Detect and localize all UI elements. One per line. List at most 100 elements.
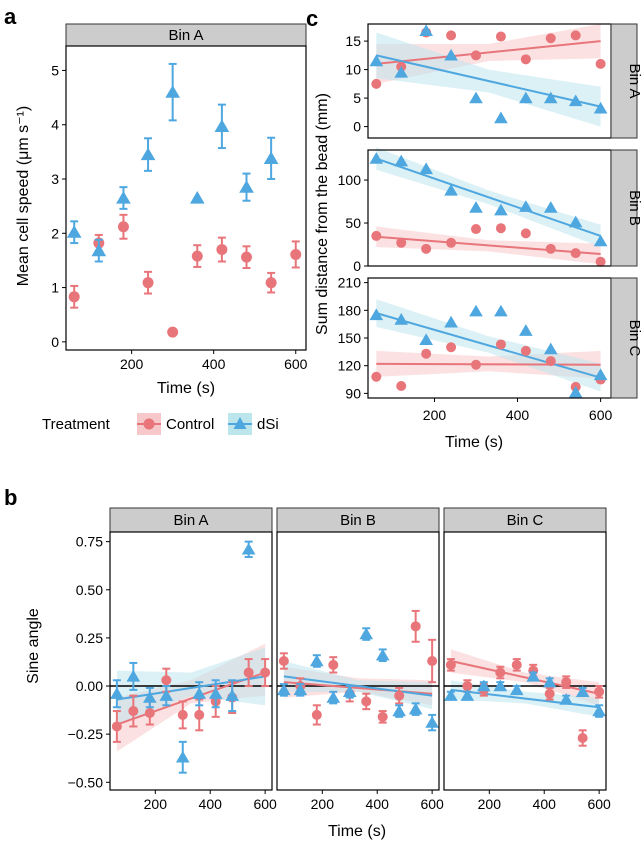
y-axis-ticks: 0 1 2 3 4 5 — [51, 62, 66, 350]
x-axis-ticks: 200 400 600 — [120, 350, 308, 372]
panel-c: Bin A 0 5 10 15 Bin B 0 50 100 Bin C 90 120 150 180 21… — [314, 23, 643, 451]
y-tick-label: 5 — [51, 62, 59, 78]
y-tick-label: −0.25 — [68, 726, 104, 742]
data-point-dsi — [189, 191, 205, 204]
data-point-control — [216, 244, 228, 256]
data-point-control — [328, 659, 339, 670]
data-point-dsi — [494, 203, 508, 216]
x-tick-label: 400 — [199, 796, 223, 812]
facet-strip-label: Bin B — [626, 190, 643, 226]
x-tick-label: 200 — [311, 796, 335, 812]
data-point-control — [577, 733, 588, 744]
data-point-dsi — [394, 154, 409, 167]
facet-panel-bin-a: Bin A 200 400 600 — [109, 507, 277, 812]
facet-panel-bin-b: Bin B 0 50 100 — [338, 147, 643, 274]
data-point-control — [495, 339, 506, 350]
data-point-control — [371, 371, 382, 382]
y-tick-label: 0.50 — [76, 582, 103, 598]
panel-frame — [109, 531, 273, 791]
x-tick-label: 400 — [506, 407, 530, 423]
x-axis-ticks: 200 400 600 — [423, 398, 613, 423]
data-point-dsi — [419, 24, 433, 37]
data-point-dsi — [159, 689, 174, 701]
data-point-control — [142, 277, 154, 289]
data-point-control — [520, 345, 531, 356]
data-point-dsi — [394, 313, 409, 325]
trend-line-control — [376, 40, 601, 65]
legend-label-control: Control — [166, 416, 214, 433]
data-point-dsi — [392, 704, 407, 717]
data-point-dsi — [142, 691, 157, 703]
y-tick-label: 90 — [345, 385, 361, 401]
facet-panel-bin-a: Bin A 0 5 10 15 — [345, 23, 643, 139]
data-point-dsi — [116, 191, 131, 204]
data-point-control — [111, 721, 122, 732]
data-point-dsi — [66, 225, 82, 238]
facet-strip: Bin A — [65, 23, 307, 47]
x-tick-label: 600 — [420, 796, 444, 812]
data-point-control — [410, 621, 421, 632]
data-point-control — [446, 30, 457, 41]
data-point-control — [421, 243, 432, 254]
data-point-dsi — [526, 669, 541, 682]
data-point-dsi — [444, 689, 458, 701]
data-point-dsi — [593, 368, 608, 381]
data-point-control — [495, 223, 506, 234]
data-point-dsi — [493, 679, 508, 692]
y-tick-label: 0.25 — [76, 630, 103, 646]
data-point-dsi — [543, 342, 558, 355]
data-point-dsi — [568, 94, 583, 107]
y-tick-label: 1 — [51, 280, 59, 296]
data-point-dsi — [460, 689, 475, 701]
data-point-control — [278, 656, 289, 666]
data-point-dsi — [519, 91, 533, 104]
data-point-dsi — [444, 315, 458, 328]
data-point-control — [191, 250, 203, 262]
facet-strip-label: Bin A — [168, 27, 203, 44]
legend: Treatment Control dSi — [42, 413, 279, 435]
data-point-control — [427, 656, 438, 666]
panel-letter-b: b — [4, 485, 17, 510]
data-point-control — [545, 356, 556, 367]
legend-key-control — [137, 413, 161, 435]
data-point-dsi — [192, 687, 207, 699]
data-point-control — [520, 228, 531, 239]
trend-line-dsi — [283, 675, 433, 697]
data-point-dsi — [469, 91, 483, 104]
panel-b: Bin A 200 400 600 Bin B 200 400 600 Bin C 200 400 6… — [25, 507, 611, 840]
y-tick-label: 50 — [345, 215, 361, 231]
trend-line-dsi — [450, 688, 600, 709]
data-point-control — [194, 709, 205, 720]
data-point-dsi — [309, 654, 324, 667]
data-point-control — [311, 709, 322, 720]
data-point-dsi — [369, 54, 384, 67]
y-axis-ticks: −0.50 −0.25 0.00 0.25 0.50 0.75 — [68, 534, 110, 790]
data-point-control — [177, 709, 188, 720]
trend-line-dsi — [376, 54, 601, 108]
data-point-dsi — [277, 683, 291, 696]
y-tick-label: 3 — [51, 171, 59, 187]
y-tick-label: 2 — [51, 225, 59, 241]
y-tick-label: 180 — [338, 302, 362, 318]
data-point-control — [243, 667, 254, 678]
facet-panels: Bin A 200 400 600 Bin B 200 400 600 Bin C 200 400 6… — [109, 507, 611, 812]
data-point-dsi — [568, 385, 583, 398]
data-point-control — [446, 237, 457, 248]
data-point-control — [520, 54, 531, 65]
data-point-control — [446, 342, 457, 353]
y-tick-label: 0 — [51, 334, 59, 350]
data-point-dsi — [175, 750, 190, 763]
data-point-dsi — [375, 648, 390, 661]
data-point-dsi — [208, 687, 223, 699]
data-point-control — [260, 667, 271, 678]
data-point-dsi — [239, 180, 254, 193]
facet-panel-bin-b: Bin B 200 400 600 — [276, 507, 444, 812]
facet-strip-bg — [610, 23, 638, 139]
data-point-control — [241, 251, 253, 263]
data-point-dsi — [476, 679, 491, 692]
data-point-dsi — [293, 683, 308, 696]
data-point-dsi — [592, 704, 606, 717]
legend-key-triangle — [233, 417, 247, 429]
data-point-dsi — [559, 693, 574, 705]
